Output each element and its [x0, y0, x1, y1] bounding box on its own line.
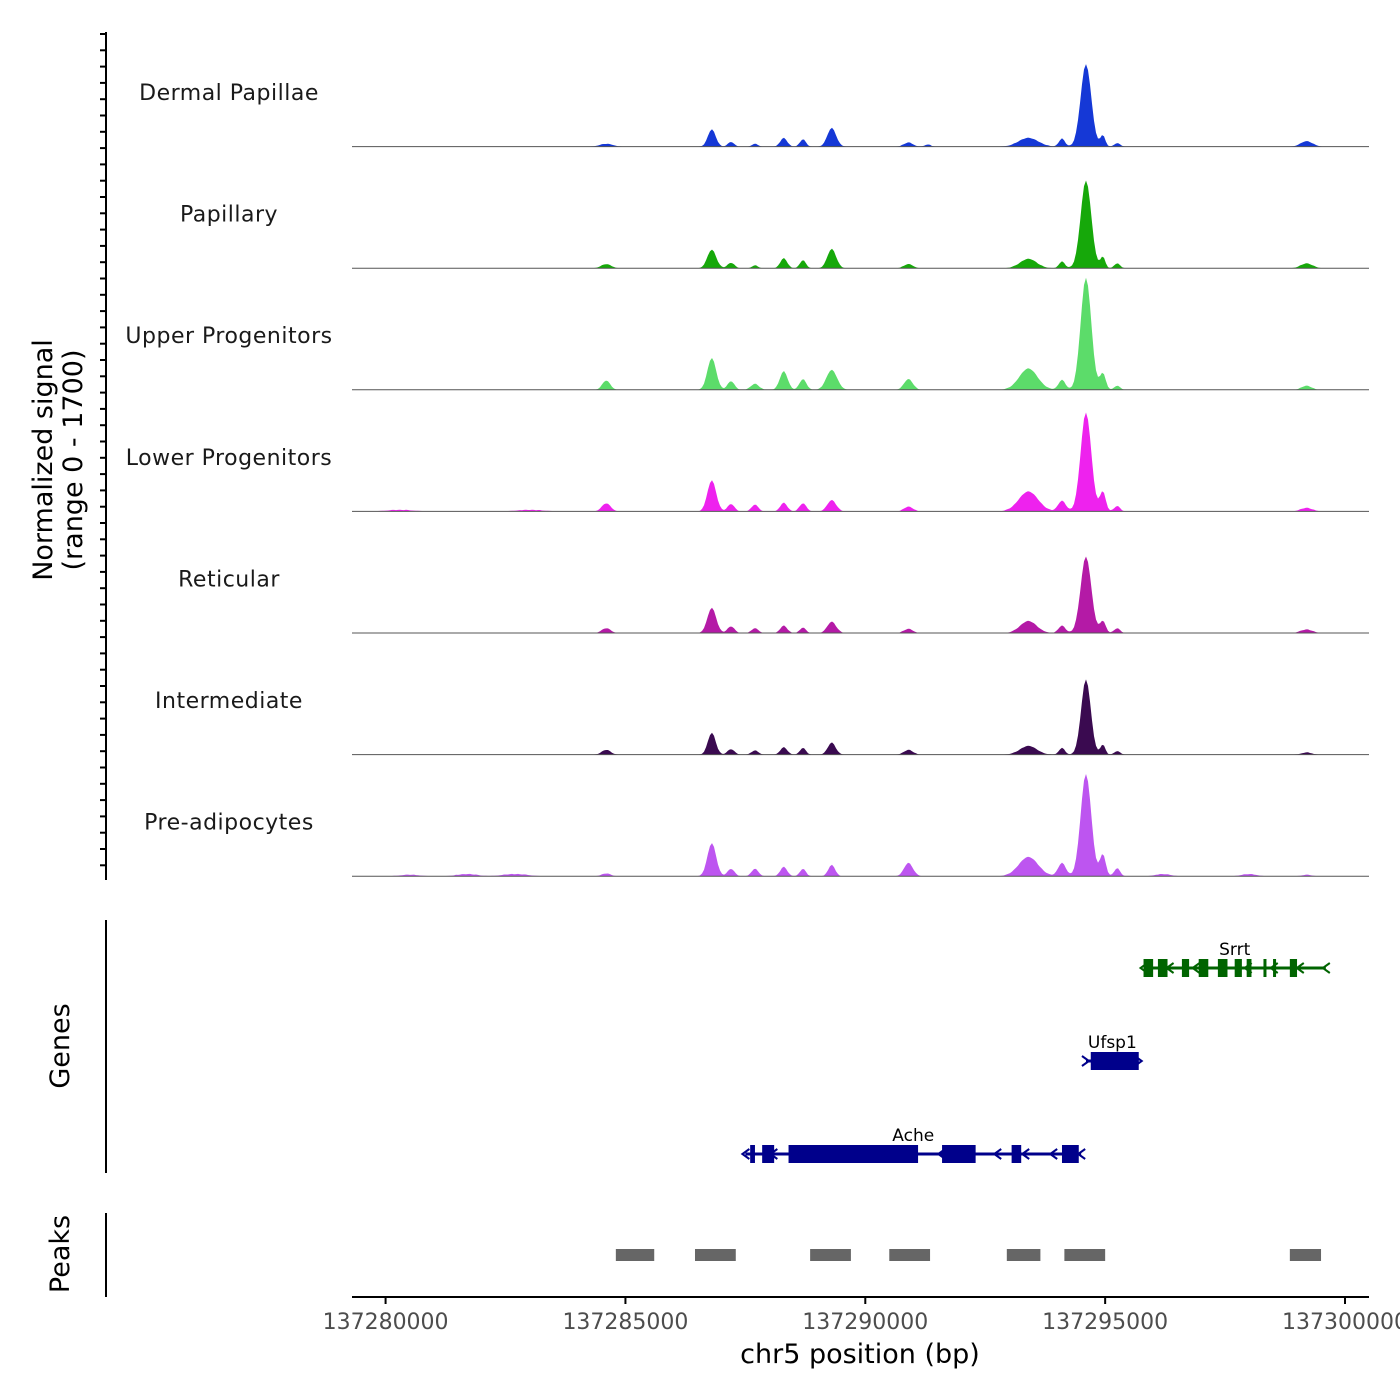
peak-region	[889, 1249, 931, 1261]
strand-arrow	[1216, 962, 1227, 974]
track-label: Pre-adipocytes	[144, 811, 314, 836]
strand-arrow	[908, 1148, 918, 1160]
peak-region	[1289, 1249, 1322, 1261]
x-axis-label: chr5 position (bp)	[740, 1339, 980, 1370]
coverage-area	[352, 556, 1369, 633]
track-papillary: Papillary	[180, 180, 1369, 269]
gene-ufsp1: Ufsp1	[1081, 1033, 1144, 1070]
strand-arrow	[1020, 1148, 1030, 1160]
gene-exon	[942, 1145, 976, 1163]
gene-exon	[1011, 1145, 1022, 1163]
gene-exon	[750, 1145, 755, 1163]
track-pre-adipocytes: Pre-adipocytes	[144, 774, 1369, 877]
strand-arrow	[768, 1148, 778, 1160]
signal-axis-ticks	[100, 33, 106, 867]
coverage-area	[352, 64, 1369, 147]
x-axis-ticks: 137280000 137285000 137290000 137295000 1373…	[323, 1297, 1400, 1335]
coverage-area	[352, 412, 1369, 512]
coverage-area	[352, 277, 1369, 390]
track-label: Lower Progenitors	[126, 446, 332, 471]
track-label: Upper Progenitors	[125, 324, 332, 349]
x-tick-label: 137280000	[323, 1310, 449, 1335]
gene-exon	[1061, 1145, 1079, 1163]
gene-exon	[1289, 959, 1298, 977]
peak-region	[1006, 1249, 1041, 1261]
gene-ache: Ache	[740, 1126, 1086, 1163]
track-intermediate: Intermediate	[155, 679, 1369, 756]
genes-axis-label: Genes	[45, 1003, 76, 1088]
signal-range-label: (range 0 - 1700)	[58, 350, 89, 571]
gene-exon	[1143, 959, 1154, 977]
x-tick-label: 137290000	[802, 1310, 928, 1335]
strand-arrow	[1138, 962, 1149, 974]
gene-label: Ufsp1	[1088, 1033, 1137, 1053]
track-upper-progenitors: Upper Progenitors	[125, 277, 1369, 391]
signal-tracks: Dermal Papillae Papillary Upper Progenitor…	[125, 64, 1369, 877]
track-dermal-papillae: Dermal Papillae	[139, 64, 1369, 148]
coverage-area	[352, 679, 1369, 755]
track-reticular: Reticular	[178, 556, 1369, 634]
gene-exon	[1217, 959, 1228, 977]
strand-arrow	[992, 1148, 1002, 1160]
gene-srrt: Srrt	[1138, 940, 1331, 977]
gene-annotations: Srrt Ufsp1 Ache	[740, 940, 1331, 1163]
track-lower-progenitors: Lower Progenitors	[126, 412, 1369, 512]
strand-arrow	[1048, 1148, 1058, 1160]
strand-arrow	[964, 1148, 974, 1160]
x-tick-label: 137300000	[1282, 1310, 1400, 1335]
gene-exon	[1181, 959, 1190, 977]
track-label: Reticular	[178, 567, 280, 592]
peak-regions	[615, 1249, 1322, 1261]
strand-arrow	[936, 1148, 946, 1160]
strand-arrow	[1295, 962, 1305, 974]
peak-region	[615, 1249, 655, 1261]
peak-region	[694, 1249, 736, 1261]
gene-exon	[762, 1145, 775, 1163]
strand-arrow	[852, 1148, 862, 1160]
strand-arrow	[1134, 1055, 1144, 1067]
gene-exon	[1273, 959, 1277, 977]
peak-region	[810, 1249, 851, 1261]
strand-arrow	[796, 1148, 806, 1160]
strand-arrow	[1242, 962, 1253, 974]
signal-axis-label: Normalized signal	[28, 339, 59, 581]
strand-arrow	[824, 1148, 834, 1160]
strand-arrow	[1076, 1148, 1086, 1160]
strand-arrow	[1269, 962, 1279, 974]
strand-arrow	[1107, 1055, 1118, 1067]
strand-arrow	[880, 1148, 890, 1160]
x-tick-label: 137285000	[562, 1310, 688, 1335]
strand-arrow	[1164, 962, 1175, 974]
gene-exon	[1157, 959, 1168, 977]
gene-exon	[1234, 959, 1242, 977]
gene-label: Ache	[892, 1126, 934, 1146]
track-label: Intermediate	[155, 689, 303, 714]
strand-arrow	[1190, 962, 1201, 974]
track-label: Papillary	[180, 203, 278, 228]
gene-exon	[1263, 959, 1267, 977]
gene-label: Srrt	[1219, 940, 1250, 960]
track-label: Dermal Papillae	[139, 81, 319, 106]
coverage-area	[352, 180, 1369, 269]
peaks-axis-label: Peaks	[45, 1215, 76, 1293]
peak-region	[1064, 1249, 1106, 1261]
strand-arrow	[1321, 962, 1331, 974]
gene-exon	[1198, 959, 1209, 977]
x-tick-label: 137295000	[1042, 1310, 1168, 1335]
gene-exon	[1246, 959, 1252, 977]
strand-arrow	[1081, 1055, 1091, 1067]
coverage-area	[352, 774, 1369, 877]
strand-arrow	[740, 1148, 750, 1160]
